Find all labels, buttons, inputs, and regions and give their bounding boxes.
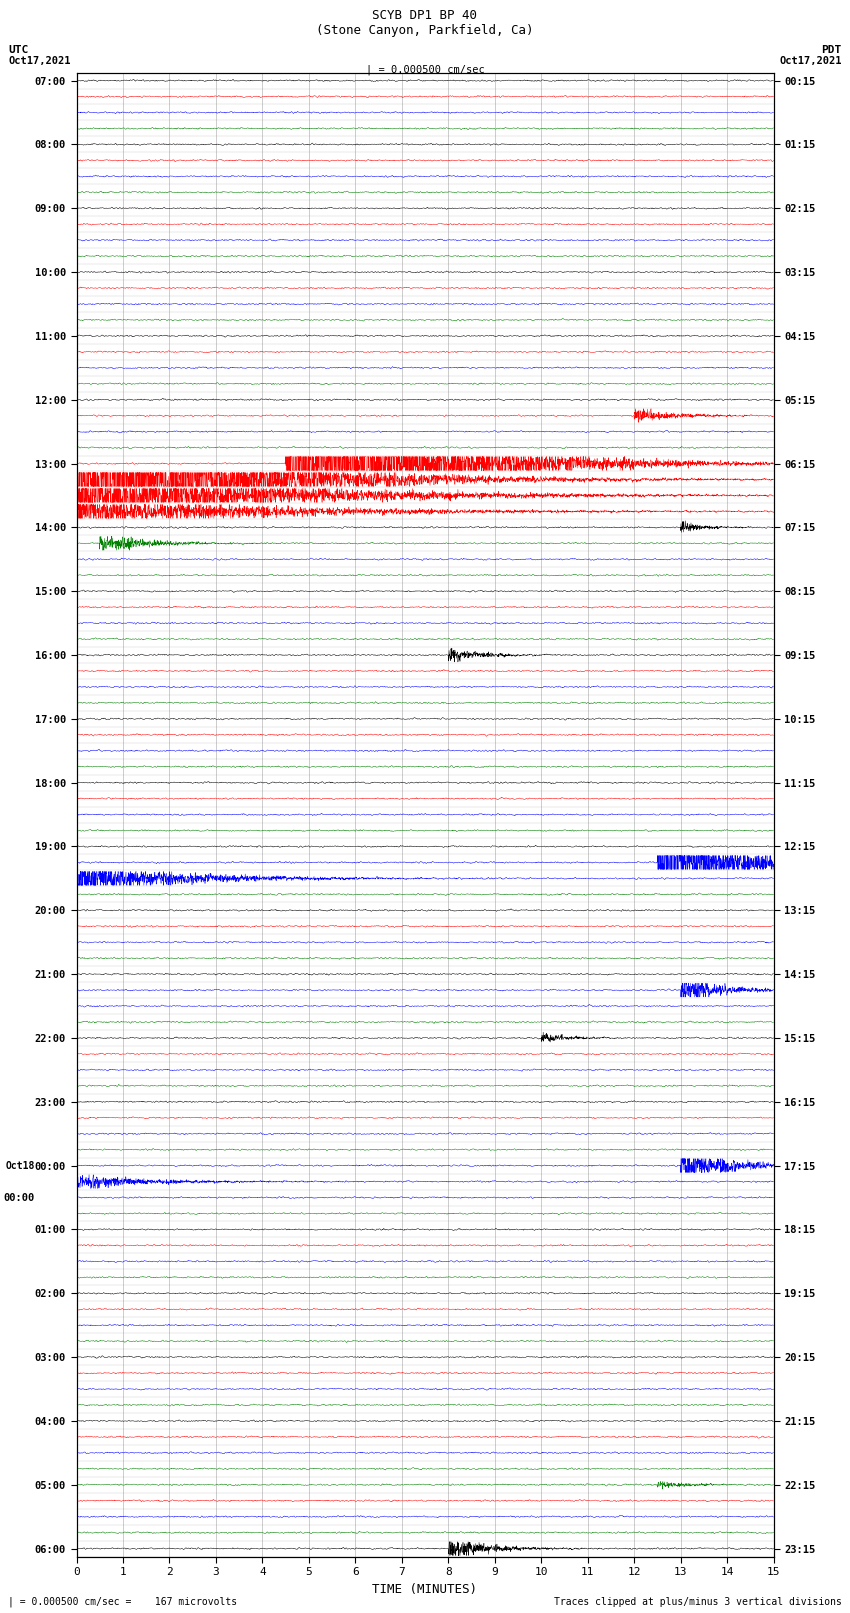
Text: Oct18: Oct18	[5, 1161, 35, 1171]
Text: | = 0.000500 cm/sec: | = 0.000500 cm/sec	[366, 65, 484, 76]
Text: PDT: PDT	[821, 45, 842, 55]
Text: Oct17,2021: Oct17,2021	[8, 56, 71, 66]
Title: SCYB DP1 BP 40
(Stone Canyon, Parkfield, Ca): SCYB DP1 BP 40 (Stone Canyon, Parkfield,…	[316, 8, 534, 37]
Text: Oct17,2021: Oct17,2021	[779, 56, 842, 66]
Text: 00:00: 00:00	[3, 1192, 35, 1203]
Text: | = 0.000500 cm/sec =    167 microvolts: | = 0.000500 cm/sec = 167 microvolts	[8, 1595, 238, 1607]
Text: Traces clipped at plus/minus 3 vertical divisions: Traces clipped at plus/minus 3 vertical …	[553, 1597, 842, 1607]
Text: UTC: UTC	[8, 45, 29, 55]
X-axis label: TIME (MINUTES): TIME (MINUTES)	[372, 1582, 478, 1595]
